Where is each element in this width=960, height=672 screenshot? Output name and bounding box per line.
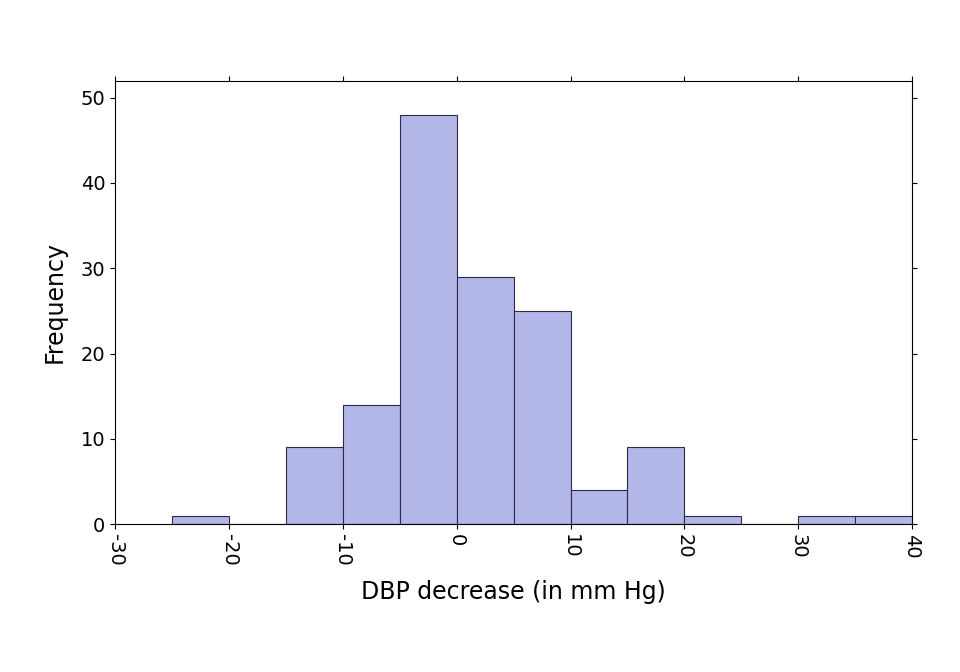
Bar <box>684 515 741 524</box>
Bar <box>343 405 399 524</box>
X-axis label: DBP decrease (in mm Hg): DBP decrease (in mm Hg) <box>361 579 666 603</box>
Bar <box>855 515 912 524</box>
Bar <box>628 448 684 524</box>
Bar <box>286 448 343 524</box>
Bar <box>570 490 628 524</box>
Bar <box>457 277 514 524</box>
Bar <box>514 311 570 524</box>
Bar <box>172 515 229 524</box>
Y-axis label: Frequency: Frequency <box>43 241 67 364</box>
Bar <box>798 515 855 524</box>
Bar <box>399 115 457 524</box>
